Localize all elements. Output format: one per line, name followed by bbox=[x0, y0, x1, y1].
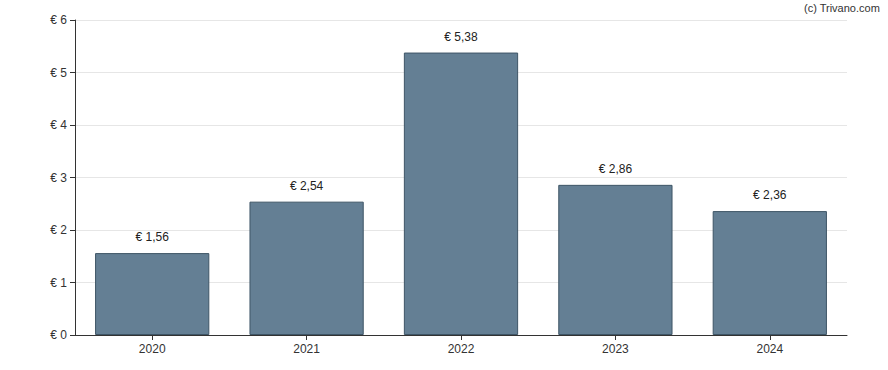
svg-text:€ 2,54: € 2,54 bbox=[290, 179, 324, 193]
svg-text:€ 6: € 6 bbox=[50, 13, 67, 27]
svg-text:€ 1: € 1 bbox=[50, 276, 67, 290]
svg-text:€ 2,86: € 2,86 bbox=[599, 162, 633, 176]
svg-text:€ 5,38: € 5,38 bbox=[444, 30, 478, 44]
svg-text:€ 5: € 5 bbox=[50, 66, 67, 80]
svg-text:€ 0: € 0 bbox=[50, 328, 67, 342]
svg-text:2021: 2021 bbox=[293, 342, 320, 356]
svg-text:2020: 2020 bbox=[139, 342, 166, 356]
svg-text:€ 2,36: € 2,36 bbox=[753, 188, 787, 202]
svg-text:2023: 2023 bbox=[602, 342, 629, 356]
svg-text:€ 1,56: € 1,56 bbox=[136, 230, 170, 244]
svg-text:€ 2: € 2 bbox=[50, 223, 67, 237]
svg-text:2022: 2022 bbox=[448, 342, 475, 356]
svg-text:2024: 2024 bbox=[756, 342, 783, 356]
svg-text:€ 3: € 3 bbox=[50, 171, 67, 185]
svg-text:(c) Trivano.com: (c) Trivano.com bbox=[804, 2, 880, 14]
svg-text:€ 4: € 4 bbox=[50, 118, 67, 132]
